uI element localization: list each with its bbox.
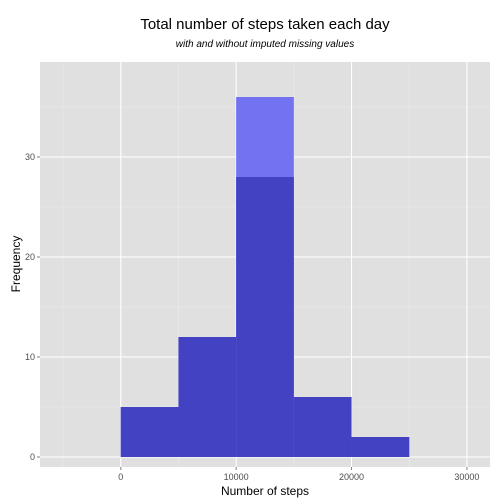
x-tick-label: 30000	[454, 472, 479, 482]
x-axis-title: Number of steps	[221, 484, 309, 498]
bars	[120, 97, 410, 457]
x-tick-label: 0	[118, 472, 123, 482]
chart-title: Total number of steps taken each day	[140, 16, 390, 33]
bar-series-2	[236, 177, 294, 457]
bar-series-2	[178, 337, 237, 457]
y-tick-label: 30	[25, 152, 35, 162]
y-axis-title: Frequency	[9, 236, 23, 293]
x-tick-label: 10000	[224, 472, 249, 482]
axis-ticks: 0 10000 20000 30000 0 10 20 30	[25, 152, 479, 482]
bar-series-2	[120, 407, 179, 457]
y-tick-label: 20	[25, 252, 35, 262]
bar-series-2	[293, 397, 352, 457]
bar-series-2	[351, 437, 410, 457]
y-tick-label: 10	[25, 352, 35, 362]
x-tick-label: 20000	[339, 472, 364, 482]
y-tick-label: 0	[30, 452, 35, 462]
chart-subtitle: with and without imputed missing values	[176, 39, 354, 50]
